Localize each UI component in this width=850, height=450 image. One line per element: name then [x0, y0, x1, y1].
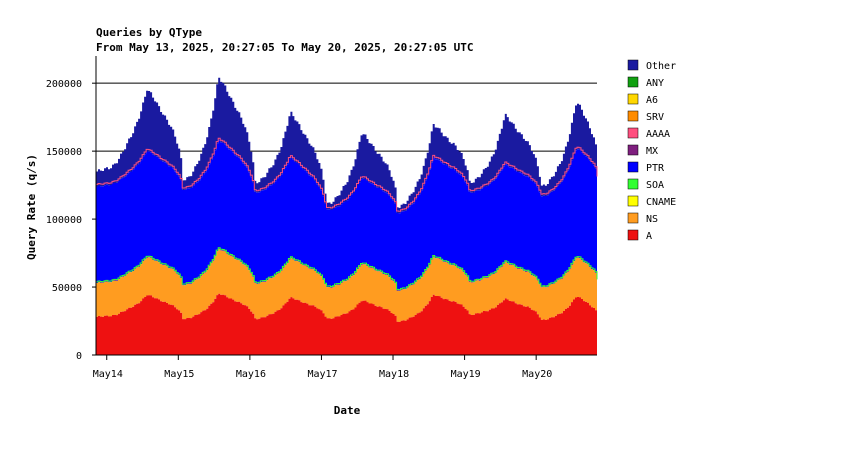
legend-label-soa: SOA [646, 180, 664, 191]
series-other-area [96, 77, 597, 214]
legend-swatch-other [627, 59, 639, 71]
legend-label-any: ANY [646, 78, 664, 89]
legend-swatch-mx [627, 144, 639, 156]
series-aaaa-line [96, 137, 598, 212]
legend-label-cname: CNAME [646, 197, 676, 208]
y-tick-label: 150000 [46, 147, 82, 158]
series-a-area [96, 293, 597, 355]
legend-label-other: Other [646, 61, 676, 72]
x-tick-label: May15 [164, 369, 194, 380]
x-tick-label: May16 [236, 369, 266, 380]
legend-swatch-any [627, 76, 639, 88]
legend-label-a: A [646, 231, 652, 242]
legend-swatch-ns [627, 212, 639, 224]
chart-subtitle: From May 13, 2025, 20:27:05 To May 20, 2… [96, 41, 474, 54]
x-tick-label: May19 [451, 369, 481, 380]
y-axis-label: Query Rate (q/s) [25, 154, 38, 260]
chart-title: Queries by QType [96, 26, 202, 39]
y-tick-label: 200000 [46, 79, 82, 90]
legend-swatch-a6 [627, 93, 639, 105]
legend-swatch-soa [627, 178, 639, 190]
y-axis: 0 50000 100000 150000 200000 [46, 56, 97, 362]
plot-area [96, 77, 598, 355]
legend-label-ns: NS [646, 214, 658, 225]
series-soa-line [96, 247, 598, 291]
legend-swatch-a [627, 229, 639, 241]
series-ns-area [96, 248, 597, 322]
y-tick-label: 50000 [52, 283, 82, 294]
legend-swatch-aaaa [627, 127, 639, 139]
legend-label-mx: MX [646, 146, 658, 157]
legend-label-srv: SRV [646, 112, 664, 123]
legend-label-aaaa: AAAA [646, 129, 670, 140]
y-tick-label: 100000 [46, 215, 82, 226]
x-axis-label: Date [334, 404, 361, 417]
legend-label-a6: A6 [646, 95, 658, 106]
x-axis: May14 May15 May16 May17 May18 May19 May20 [93, 354, 597, 380]
legend-label-ptr: PTR [646, 163, 665, 174]
x-tick-label: May17 [307, 369, 337, 380]
legend: Other ANY A6 SRV AAAA MX PTR SOA CNAME NS A [627, 59, 676, 242]
series-ptr-area [96, 140, 597, 291]
x-tick-label: May20 [522, 369, 552, 380]
x-tick-label: May14 [93, 369, 123, 380]
legend-swatch-srv [627, 110, 639, 122]
legend-swatch-cname [627, 195, 639, 207]
y-tick-label: 0 [76, 351, 82, 362]
legend-swatch-ptr [627, 161, 639, 173]
x-tick-label: May18 [379, 369, 409, 380]
